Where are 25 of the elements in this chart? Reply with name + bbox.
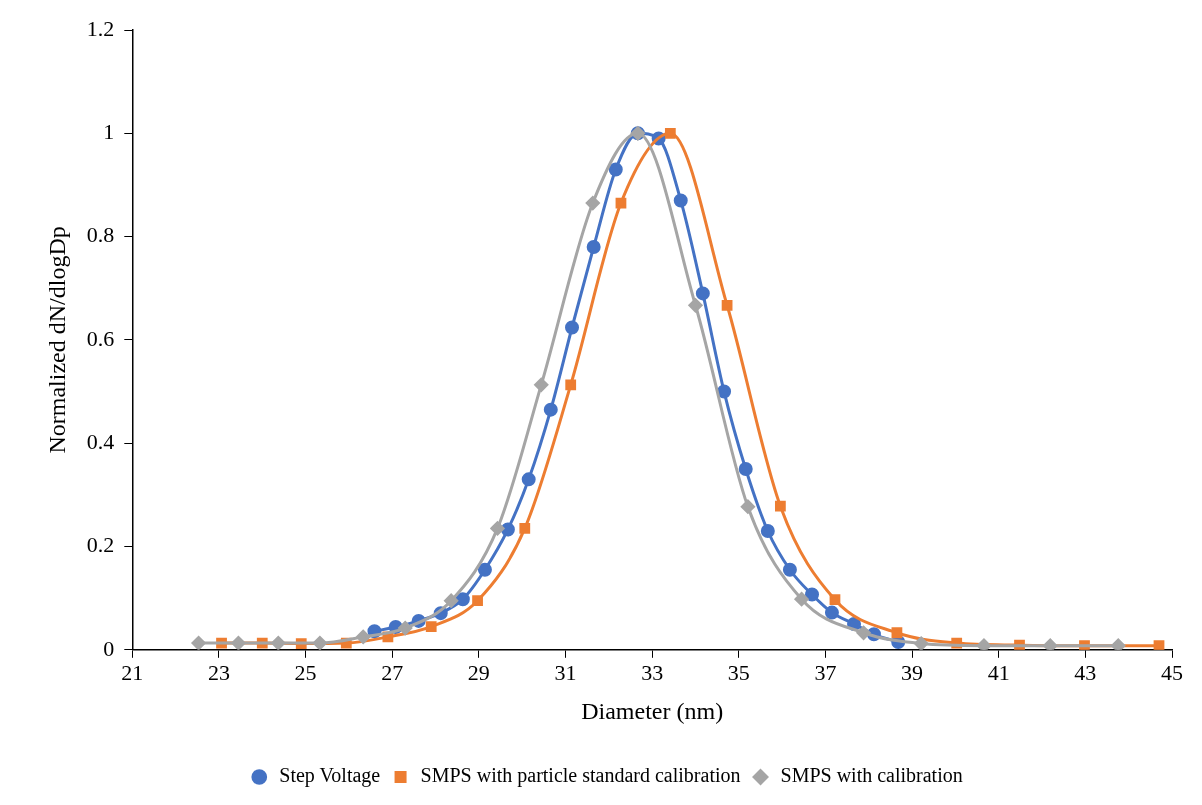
y-tick-label: 0.8	[86, 222, 115, 248]
x-tick-label: 21	[121, 659, 144, 685]
y-tick-label: 1	[103, 119, 115, 145]
x-tick-label: 37	[814, 659, 837, 685]
x-axis-title: Diameter (nm)	[581, 697, 724, 724]
y-tick-label: 0	[103, 635, 115, 661]
x-tick-label: 23	[207, 659, 230, 685]
legend-label: SMPS with calibration	[780, 764, 963, 787]
x-tick-label: 33	[641, 659, 664, 685]
x-tick-label: 39	[901, 659, 924, 685]
y-tick-label: 0.2	[86, 532, 115, 558]
x-tick-label: 31	[554, 659, 577, 685]
y-axis-title: Normalized dN/dlogDp	[43, 226, 70, 454]
y-tick-label: 0.4	[86, 428, 115, 454]
y-tick-label: 1.2	[86, 15, 115, 41]
legend-label: SMPS with particle standard calibration	[420, 764, 741, 788]
x-tick-label: 43	[1074, 659, 1097, 685]
x-tick-label: 41	[987, 659, 1010, 685]
x-tick-label: 27	[381, 659, 404, 685]
x-tick-label: 45	[1161, 659, 1183, 685]
x-tick-label: 25	[294, 659, 317, 685]
x-tick-label: 29	[467, 659, 490, 685]
y-tick-label: 0.6	[86, 325, 115, 351]
x-tick-label: 35	[727, 659, 750, 685]
legend-label: Step Voltage	[279, 764, 381, 788]
